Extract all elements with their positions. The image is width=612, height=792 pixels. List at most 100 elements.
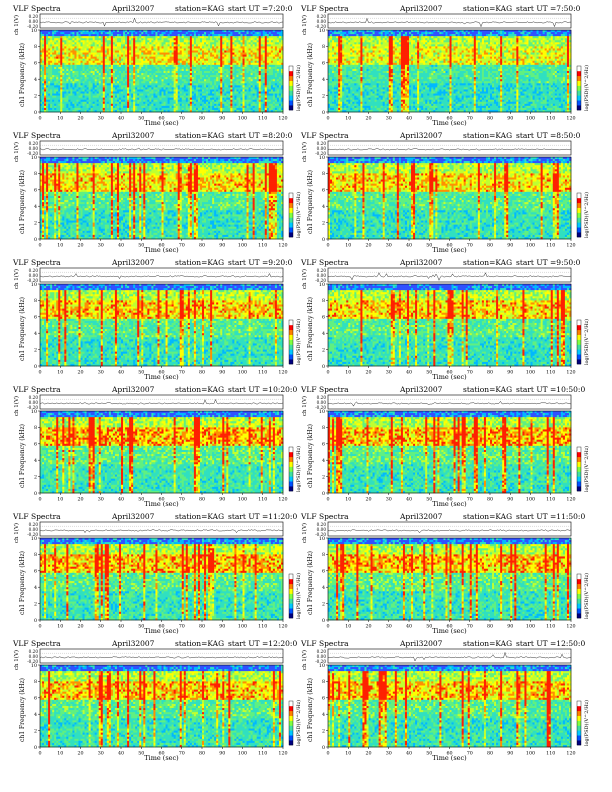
spectrogram-cell [103, 30, 105, 32]
spectrogram-cell [166, 38, 168, 40]
spectrogram-cell [275, 30, 277, 32]
spectrogram-cell [64, 38, 66, 40]
spectrogram-cell [180, 38, 182, 40]
spectrogram-cell [87, 42, 89, 44]
spectrogram-cell [257, 32, 259, 34]
spectrogram-cell [66, 38, 68, 40]
spectrogram-cell [184, 34, 186, 36]
spectrogram-cell [87, 34, 89, 36]
spectrogram-panel: VLF Spectra April32007 station=KAG start UT… [12, 4, 302, 127]
spectrogram-cell [95, 36, 97, 38]
spectrogram-cell [275, 32, 277, 34]
spectrogram-cell [279, 38, 281, 40]
spectrogram-cell [236, 36, 238, 38]
spectrogram-cell [42, 36, 44, 38]
spectrogram-cell [72, 38, 74, 40]
spectrogram-cell [56, 30, 58, 32]
spectrogram-cell [240, 40, 242, 42]
spectrogram-cell [188, 40, 190, 42]
spectrogram-cell [216, 32, 218, 34]
spectrogram-cell [279, 40, 281, 42]
spectrogram-cell [155, 38, 157, 40]
spectrogram-cell [81, 32, 83, 34]
spectrogram-cell [178, 32, 180, 34]
spectrogram-cell [101, 36, 103, 38]
spectrogram-cell [137, 40, 139, 42]
spectrogram-cell [105, 30, 107, 32]
spectrogram-cell [263, 36, 265, 38]
spectrogram-cell [265, 36, 267, 38]
spectrogram-cell [190, 32, 192, 34]
spectrogram-cell [40, 40, 42, 42]
spectrogram-cell [74, 38, 76, 40]
spectrogram-cell [174, 38, 176, 40]
spectrogram-cell [265, 40, 267, 42]
spectrogram-cell [204, 34, 206, 36]
spectrogram-cell [174, 36, 176, 38]
spectrogram-cell [87, 38, 89, 40]
spectrogram-cell [101, 34, 103, 36]
spectrogram-cell [131, 30, 133, 32]
spectrogram-cell [85, 40, 87, 42]
spectrogram-cell [236, 32, 238, 34]
spectrogram-cell [180, 34, 182, 36]
spectrogram-cell [218, 36, 220, 38]
spectrogram-cell [259, 38, 261, 40]
spectrogram-cell [267, 32, 269, 34]
spectrogram-cell [95, 32, 97, 34]
spectrogram-cell [117, 30, 119, 32]
spectrogram-cell [206, 34, 208, 36]
spectrogram-cell [159, 30, 161, 32]
spectrogram-cell [192, 30, 194, 32]
spectrogram-cell [50, 34, 52, 36]
spectrogram-cell [166, 30, 168, 32]
spectrogram-cell [253, 32, 255, 34]
spectrogram-cell [74, 36, 76, 38]
spectrogram-cell [170, 30, 172, 32]
spectrogram-cell [74, 42, 76, 44]
spectrogram-cell [66, 42, 68, 44]
spectrogram-cell [125, 30, 127, 32]
spectrogram-cell [204, 30, 206, 32]
spectrogram-cell [91, 42, 93, 44]
spectrogram-cell [50, 38, 52, 40]
spectrogram-cell [129, 32, 131, 34]
spectrogram-cell [155, 36, 157, 38]
spectrogram-cell [265, 32, 267, 34]
spectrogram-cell [44, 32, 46, 34]
spectrogram-cell [91, 30, 93, 32]
spectrogram-cell [198, 30, 200, 32]
spectrogram-cell [194, 34, 196, 36]
spectrogram-cell [202, 38, 204, 40]
spectrogram-cell [182, 36, 184, 38]
spectrogram-cell [74, 40, 76, 42]
spectrogram-cell [218, 34, 220, 36]
spectrogram-cell [267, 34, 269, 36]
spectrogram-cell [139, 36, 141, 38]
spectrogram-cell [176, 40, 178, 42]
spectrogram-cell [206, 32, 208, 34]
spectrogram-cell [255, 36, 257, 38]
spectrogram-cell [137, 38, 139, 40]
spectrogram-cell [247, 32, 249, 34]
panel-title: VLF Spectra [12, 4, 61, 13]
spectrogram-cell [60, 36, 62, 38]
spectrogram-cell [62, 30, 64, 32]
spectrogram-cell [50, 30, 52, 32]
spectrogram-cell [182, 30, 184, 32]
spectrogram-cell [127, 40, 129, 42]
spectrogram-cell [190, 36, 192, 38]
spectrogram-cell [139, 40, 141, 42]
spectrogram-cell [151, 38, 153, 40]
spectrogram-cell [46, 30, 48, 32]
vlf-spectra-figure: VLF Spectra April32007 station=KAG start UT… [0, 0, 612, 792]
spectrogram-cell [62, 38, 64, 40]
spectrogram-cell [123, 38, 125, 40]
spectrogram-cell [261, 36, 263, 38]
spectrogram-cell [58, 32, 60, 34]
spectrogram-cell [76, 40, 78, 42]
spectrogram-cell [249, 38, 251, 40]
spectrogram-cell [184, 36, 186, 38]
spectrogram-cell [232, 38, 234, 40]
spectrogram-cell [226, 38, 228, 40]
